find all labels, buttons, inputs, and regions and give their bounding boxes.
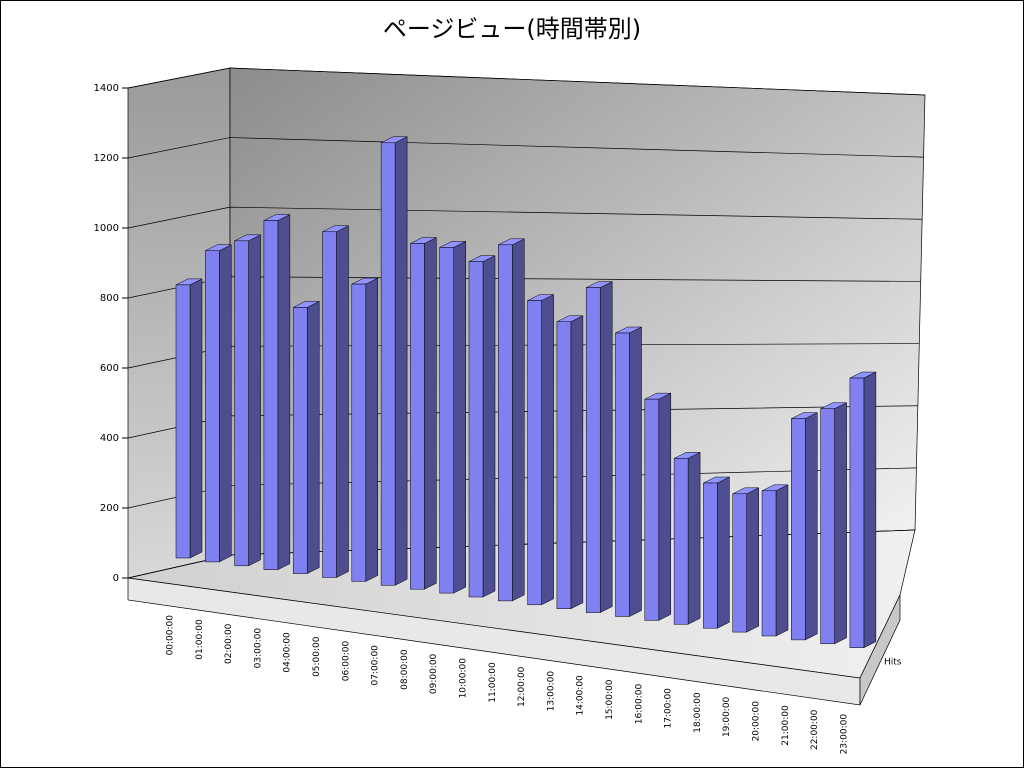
x-tick-label: 14:00:00 <box>576 675 586 716</box>
x-tick-label: 08:00:00 <box>400 649 410 690</box>
x-tick-label: 13:00:00 <box>546 671 556 712</box>
bar-side <box>717 476 730 629</box>
bar <box>849 377 865 648</box>
x-tick-label: 22:00:00 <box>810 709 820 750</box>
bar <box>380 142 396 586</box>
bar <box>791 418 806 641</box>
bar-side <box>394 136 408 586</box>
bar-side <box>541 294 554 606</box>
bar-side <box>277 214 291 571</box>
bar-side <box>512 238 525 602</box>
bar-side <box>248 234 261 567</box>
bar-side <box>746 487 759 633</box>
bar <box>527 300 542 606</box>
bar-side <box>453 240 466 594</box>
bar-side <box>658 392 672 621</box>
bar-side <box>775 484 789 637</box>
x-tick-label: 03:00:00 <box>253 628 263 669</box>
chart-title: ページビュー(時間帯別) <box>383 15 641 43</box>
grid-line <box>127 67 926 96</box>
x-tick-label: 23:00:00 <box>839 714 849 755</box>
y-tick-label: 0 <box>113 573 119 584</box>
y-tick-label: 1000 <box>94 223 119 234</box>
x-tick-label: 05:00:00 <box>312 636 322 677</box>
bar-side <box>189 278 203 559</box>
bar-side <box>336 225 349 578</box>
bar <box>615 332 630 617</box>
bar <box>205 250 220 563</box>
grid-line <box>127 206 923 229</box>
x-tick-label: 11:00:00 <box>488 662 498 703</box>
y-tick-label: 400 <box>100 433 119 444</box>
x-tick-label: 18:00:00 <box>693 692 703 733</box>
y-tick-label: 1200 <box>94 153 119 164</box>
bar <box>468 261 484 598</box>
grid-line <box>127 137 924 159</box>
x-tick-label: 17:00:00 <box>664 688 674 729</box>
bar <box>410 243 425 590</box>
bar <box>732 493 747 633</box>
x-tick-label: 10:00:00 <box>459 658 469 699</box>
y-tick-label: 1400 <box>94 83 119 94</box>
bar-side <box>687 451 701 625</box>
series-label: Hits <box>884 658 902 668</box>
bar-side <box>219 244 232 563</box>
y-tick-label: 600 <box>100 363 119 374</box>
bar <box>585 287 601 613</box>
x-tick-label: 00:00:00 <box>166 615 176 656</box>
bar <box>644 398 660 621</box>
bar <box>556 321 572 609</box>
bar <box>322 231 337 578</box>
bar <box>234 240 249 567</box>
x-tick-label: 01:00:00 <box>195 619 205 660</box>
bar <box>498 244 513 602</box>
bar-side <box>834 402 847 645</box>
bar <box>703 482 718 629</box>
y-tick-label: 200 <box>100 503 119 514</box>
bar <box>351 283 367 582</box>
bar-side <box>863 371 877 649</box>
x-tick-label: 21:00:00 <box>781 705 791 746</box>
x-tick-label: 04:00:00 <box>283 632 293 673</box>
bar-side <box>365 277 379 582</box>
x-tick-label: 19:00:00 <box>722 696 732 737</box>
x-tick-label: 09:00:00 <box>429 653 439 694</box>
bar-side <box>570 315 584 610</box>
bar <box>175 284 191 559</box>
bar-side <box>424 237 437 590</box>
x-tick-label: 16:00:00 <box>634 684 644 725</box>
bar <box>820 408 835 645</box>
bar <box>263 220 279 570</box>
x-tick-label: 07:00:00 <box>371 645 381 686</box>
bar-side <box>629 326 642 617</box>
x-tick-label: 12:00:00 <box>517 666 527 707</box>
bar <box>761 490 777 637</box>
bar-side <box>306 300 320 575</box>
x-tick-label: 02:00:00 <box>224 623 234 664</box>
x-tick-label: 06:00:00 <box>341 641 351 682</box>
bar-side <box>599 281 613 614</box>
bar <box>292 307 308 574</box>
y-tick-label: 800 <box>100 293 119 304</box>
bar <box>439 247 454 594</box>
bar-side <box>482 255 496 598</box>
floor-side <box>859 594 901 706</box>
x-tick-label: 15:00:00 <box>605 679 615 720</box>
bar-side <box>805 412 818 641</box>
x-tick-label: 20:00:00 <box>752 701 762 742</box>
bar <box>673 458 689 625</box>
